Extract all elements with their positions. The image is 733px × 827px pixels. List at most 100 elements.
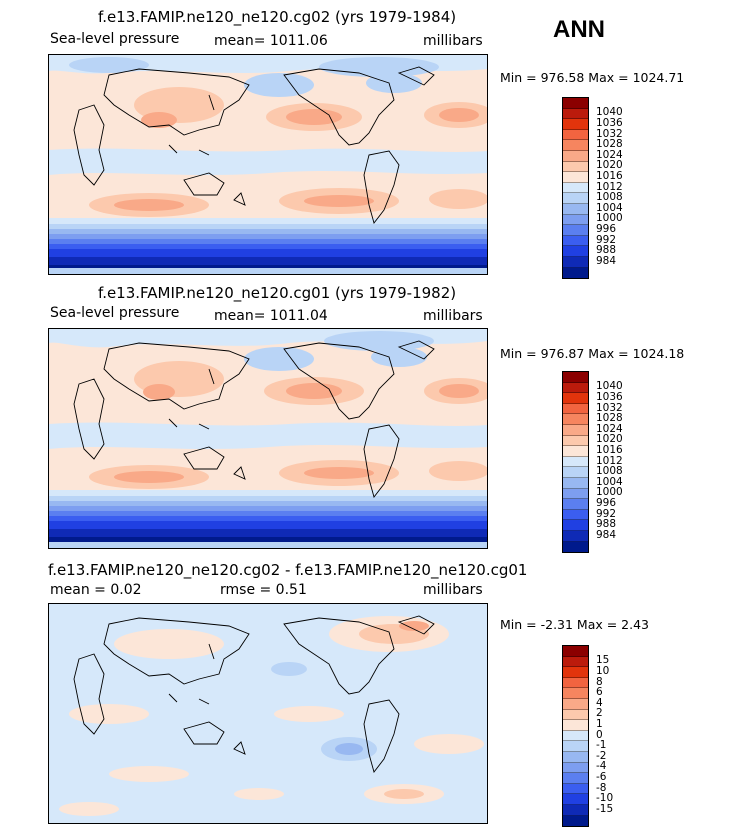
colorbar-swatch <box>563 372 588 383</box>
colorbar-tick-label: 988 <box>596 244 617 257</box>
colorbar-swatch <box>563 414 588 425</box>
colorbar-swatch <box>563 446 588 457</box>
colorbar-swatch <box>563 762 588 774</box>
colorbar-tick-label: 1024 <box>596 422 623 435</box>
panel-2-title: f.e13.FAMIP.ne120_ne120.cg01 (yrs 1979-1… <box>98 284 457 302</box>
colorbar-swatches <box>562 645 589 827</box>
colorbar-swatch <box>563 203 588 215</box>
colorbar-tick-label: 1000 <box>596 212 623 225</box>
panel-1-map <box>48 54 488 275</box>
colorbar-swatch <box>563 267 588 279</box>
colorbar-swatch <box>563 509 588 521</box>
colorbar-tick-label: -8 <box>596 781 607 794</box>
colorbar-swatch <box>563 108 588 120</box>
colorbar-tick-label: 1004 <box>596 475 623 488</box>
colorbar-swatch <box>563 751 588 763</box>
colorbar-swatch <box>563 129 588 141</box>
colorbar-swatches <box>562 371 589 554</box>
colorbar-swatch <box>563 773 588 784</box>
colorbar-swatch <box>563 150 588 162</box>
colorbar-swatch <box>563 182 588 194</box>
colorbar-tick-label: 1036 <box>596 391 623 403</box>
panel-1-variable-label: Sea-level pressure <box>50 31 180 47</box>
colorbar-tick-label: 1032 <box>596 401 623 414</box>
colorbar-tick-label: 1008 <box>596 465 623 478</box>
colorbar-tick-label: -2 <box>596 749 607 762</box>
colorbar-tick-label: -15 <box>596 802 614 815</box>
colorbar-swatch <box>563 140 588 151</box>
colorbar-swatch <box>563 256 588 268</box>
colorbar-tick-label: 6 <box>596 686 603 699</box>
colorbar-swatches <box>562 97 589 280</box>
colorbar-swatch <box>563 214 588 226</box>
colorbar-tick-label: 1032 <box>596 127 623 140</box>
colorbar-tick-label: 0 <box>596 728 603 741</box>
colorbar-swatch <box>563 541 588 553</box>
colorbar-tick-label: 1016 <box>596 444 623 456</box>
panel-3-map-svg <box>49 604 487 823</box>
colorbar-swatch <box>563 161 588 173</box>
colorbar-swatch <box>563 520 588 531</box>
colorbar-swatch <box>563 656 588 668</box>
colorbar-swatch <box>563 688 588 699</box>
colorbar-tick-label: 1040 <box>596 380 623 393</box>
colorbar-tick-label: 984 <box>596 254 617 267</box>
panel-2-map <box>48 328 488 549</box>
colorbar-swatch <box>563 98 588 109</box>
panel-1-title: f.e13.FAMIP.ne120_ne120.cg02 (yrs 1979-1… <box>98 8 457 26</box>
colorbar-swatch <box>563 815 588 827</box>
colorbar-tick-label: 988 <box>596 518 617 531</box>
colorbar-swatch <box>563 488 588 500</box>
panel-1-mean-label: mean= 1011.06 <box>214 33 328 49</box>
panel-2-map-svg <box>49 329 487 548</box>
colorbar-tick-label: 1020 <box>596 433 623 446</box>
colorbar-tick-label: 1028 <box>596 412 623 425</box>
colorbar-tick-label: -1 <box>596 739 607 752</box>
panel-3-units-label: millibars <box>423 582 483 598</box>
colorbar-swatch <box>563 424 588 436</box>
panel-2-variable-label: Sea-level pressure <box>50 305 180 321</box>
colorbar-swatch <box>563 403 588 415</box>
colorbar-swatch <box>563 456 588 468</box>
colorbar-tick-label: 8 <box>596 675 603 688</box>
panel-3-rmse-label: rmse = 0.51 <box>220 582 307 598</box>
colorbar-tick-label: 1012 <box>596 180 623 193</box>
colorbar-tick-label: 15 <box>596 654 610 667</box>
colorbar-swatch <box>563 119 588 130</box>
colorbar-tick-label: 1012 <box>596 454 623 467</box>
colorbar-swatch <box>563 193 588 204</box>
panel-2-min-max: Min = 976.87 Max = 1024.18 <box>500 346 685 361</box>
colorbar-tick-label: 4 <box>596 696 603 709</box>
colorbar-tick-label: 996 <box>596 497 617 509</box>
colorbar-swatch <box>563 783 588 795</box>
colorbar-tick-label: 10 <box>596 665 610 677</box>
panel-1-min-max: Min = 976.58 Max = 1024.71 <box>500 70 685 85</box>
panel-2-units-label: millibars <box>423 308 483 324</box>
colorbar-tick-label: 1036 <box>596 117 623 129</box>
colorbar-tick-label: 984 <box>596 528 617 541</box>
panel-1-units-label: millibars <box>423 33 483 49</box>
colorbar-tick-label: 992 <box>596 507 617 520</box>
panel-1-map-svg <box>49 55 487 274</box>
colorbar-tick-label: 1 <box>596 718 603 730</box>
panel-3-colorbar: 15 10 8 6 4 2 1 0 -1 -2 -4 -6 -8 -10 -15 <box>562 645 613 827</box>
colorbar-tick-label: 1040 <box>596 106 623 119</box>
panel-2-mean-label: mean= 1011.04 <box>214 308 328 324</box>
panel-3-title: f.e13.FAMIP.ne120_ne120.cg02 - f.e13.FAM… <box>48 561 528 579</box>
colorbar-swatch <box>563 435 588 447</box>
colorbar-swatch <box>563 677 588 689</box>
colorbar-swatch <box>563 667 588 678</box>
colorbar-swatch <box>563 172 588 183</box>
colorbar-tick-label: 2 <box>596 707 603 720</box>
colorbar-swatch <box>563 646 588 657</box>
colorbar-swatch <box>563 720 588 731</box>
colorbar-tick-label: -6 <box>596 771 607 783</box>
panel-3-min-max: Min = -2.31 Max = 2.43 <box>500 617 650 632</box>
panel-2-colorbar: 1040 1036 1032 1028 1024 1020 1016 1012 1008 1004… <box>562 371 623 554</box>
colorbar-tick-label: 1020 <box>596 159 623 172</box>
colorbar-tick-label: 1028 <box>596 138 623 151</box>
colorbar-tick-label: 1008 <box>596 191 623 204</box>
colorbar-swatch <box>563 467 588 478</box>
colorbar-swatch <box>563 730 588 742</box>
colorbar-swatch <box>563 393 588 404</box>
